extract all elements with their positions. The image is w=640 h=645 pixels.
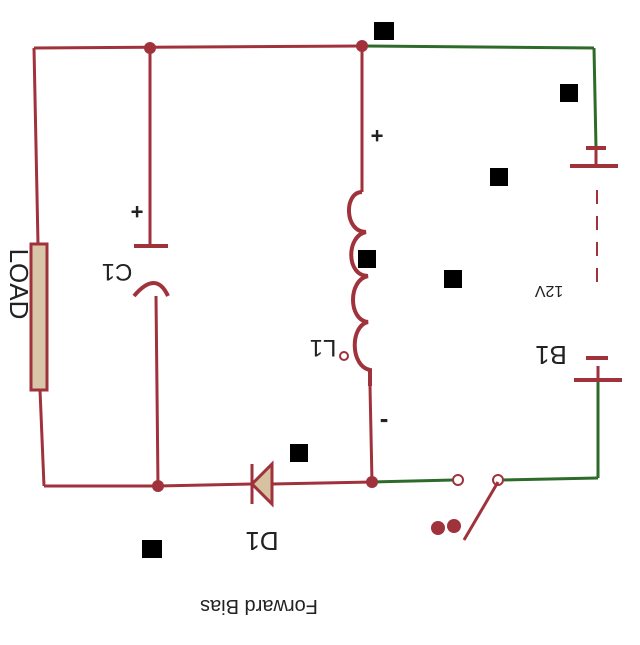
junction-dots <box>144 40 378 492</box>
capacitor-plus-sign: + <box>131 199 144 224</box>
capacitor-label: C1 <box>102 258 133 285</box>
forward-bias-label: Forward Bias <box>200 595 318 617</box>
inductor-branch-wire <box>360 46 374 483</box>
battery-symbol <box>570 146 622 382</box>
battery-wire <box>594 148 600 380</box>
battery-voltage-label: 12V <box>534 282 563 299</box>
bottom-red-wire <box>157 480 373 488</box>
top-rail-wire <box>33 44 363 50</box>
capacitor-symbol <box>132 244 170 298</box>
diode-label: D1 <box>245 526 278 556</box>
inductor-minus-sign: - <box>380 408 389 438</box>
switch-symbol <box>431 474 504 541</box>
redaction-blocks <box>142 22 578 558</box>
inductor-coil <box>347 190 372 386</box>
inductor-plus-sign: + <box>371 123 384 148</box>
inductor-label: L1 <box>310 334 337 361</box>
load-label: LOAD <box>4 249 34 320</box>
bottom-green-wire <box>371 380 600 484</box>
battery-label: B1 <box>535 340 567 370</box>
inductor-dot <box>339 351 349 361</box>
top-green-wire <box>361 44 598 149</box>
capacitor-branch-wire <box>148 48 160 487</box>
load-resistor <box>29 242 49 392</box>
left-wire <box>32 47 158 488</box>
diode-symbol <box>249 460 274 508</box>
